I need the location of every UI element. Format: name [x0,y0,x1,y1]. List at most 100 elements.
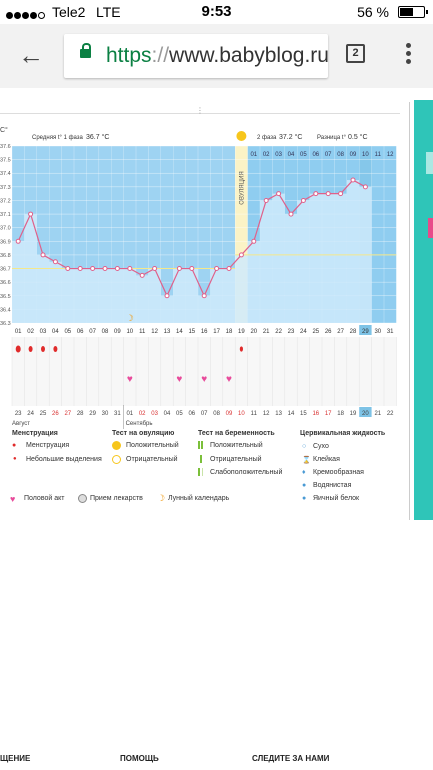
negative-ovulation-icon [112,455,121,464]
date-label: 05 [176,411,183,417]
x-tick-label: 14 [176,329,183,335]
watery-icon: ● [302,482,307,489]
phase2-label: 2 фаза [257,135,277,141]
temperature-point [350,177,356,183]
y-tick-label: 36.8 [0,253,11,259]
top-day-label: 05 [300,152,307,158]
scroll-grip-icon[interactable]: ⋮ [196,106,204,115]
top-day-label: 08 [337,152,344,158]
temperature-point [90,266,96,272]
back-arrow-icon[interactable]: ← [18,40,44,70]
small-blood-drop-icon [239,346,243,352]
x-tick-label: 26 [325,329,332,335]
temperature-point [127,266,133,272]
y-tick-label: 36.6 [0,280,11,286]
top-day-label: 11 [375,152,382,158]
heart-icon: ♥ [226,374,232,385]
x-tick-label: 16 [201,329,208,335]
pregnancy-positive-icon [198,441,203,449]
date-label: 28 [77,411,84,417]
temperature-point [152,266,158,272]
y-tick-label: 36.9 [0,239,11,245]
legend-intercourse: Половой акт [24,495,65,502]
date-label: 18 [337,411,344,417]
legend-menstruation-item: Менструация [26,442,70,449]
x-tick-label: 28 [350,329,357,335]
diff-value: 0.5 °C [348,133,368,141]
x-tick-label: 09 [114,329,121,335]
x-tick-label: 01 [15,329,22,335]
date-label: 27 [64,411,71,417]
footer-link-help[interactable]: ПОМОЩЬ [120,754,159,763]
date-label: 07 [201,411,208,417]
tab-switcher-button[interactable]: 2 [346,44,365,63]
x-tick-label: 03 [40,329,47,335]
value-bar [160,295,174,323]
temperature-point [362,184,368,190]
temperature-point [77,266,83,272]
y-tick-label: 37.1 [0,212,11,218]
sticky-icon: ⌛ [302,457,311,464]
url-text[interactable]: https://www.babyblog.ru/ [106,44,328,68]
x-tick-label: 23 [288,329,295,335]
x-tick-label: 04 [52,329,59,335]
y-tick-label: 37.4 [0,171,11,177]
temperature-point [251,238,257,244]
x-tick-label: 10 [126,329,133,335]
y-tick-label: 37.2 [0,198,11,204]
top-day-label: 09 [350,152,357,158]
legend-cervical-title: Цервикальная жидкость [300,430,386,437]
date-label: 29 [89,411,96,417]
x-tick-label: 02 [27,329,34,335]
x-tick-label: 08 [102,329,109,335]
signal-strength-icon [6,6,46,22]
legend-pregnancy-weak: Слабоположительный [210,469,283,476]
footer-link-communication[interactable]: ЩЕНИЕ [0,754,31,763]
date-label: 26 [52,411,59,417]
value-bar [222,268,236,323]
date-label: 12 [263,411,270,417]
value-bar [111,268,124,323]
date-label: 14 [288,411,295,417]
temperature-point [226,266,232,272]
x-tick-label: 30 [374,329,381,335]
side-panel-tab[interactable] [426,152,433,174]
temperature-point [214,266,220,272]
value-bar [98,268,112,323]
legend-pregnancy-positive: Положительный [210,442,263,449]
blood-drop-icon [15,345,21,353]
x-tick-label: 11 [139,329,146,335]
value-bar [260,200,273,323]
blood-drop-icon [41,346,45,352]
battery-icon [398,6,428,18]
legend-cervical-sticky: Клейкая [313,456,340,463]
date-label: 19 [350,411,357,417]
top-day-label: 07 [325,152,332,158]
markers-area [12,337,397,406]
value-bar [272,193,285,323]
side-panel-marker[interactable] [428,218,433,238]
footer-link-follow[interactable]: СЛЕДИТЕ ЗА НАМИ [252,754,330,763]
y-tick-label: 36.3 [0,321,11,327]
legend-small-drop-icon: ● [13,456,17,462]
temperature-point [325,191,331,197]
x-tick-label: 12 [151,329,158,335]
y-tick-label: 37.0 [0,226,11,232]
address-bar[interactable]: https://www.babyblog.ru/ [64,34,328,78]
blood-drop-icon [53,346,58,352]
heart-icon: ♥ [127,374,133,385]
x-tick-label: 20 [250,329,257,335]
value-bar [86,268,99,323]
chart-scroll-bar[interactable] [0,104,400,114]
value-bar [297,200,310,323]
y-tick-label: 37.3 [0,185,11,191]
temperature-point [52,259,58,265]
y-tick-label: 36.7 [0,267,11,273]
network-type: LTE [96,4,121,20]
overflow-menu-icon[interactable] [406,43,412,67]
phase1-value: 36.7 °C [86,133,109,141]
month-right-label: Сентябрь [126,421,153,427]
top-day-label: 12 [387,152,394,158]
legend-ovulation-title: Тест на овуляцию [112,430,175,437]
date-label: 22 [387,411,394,417]
